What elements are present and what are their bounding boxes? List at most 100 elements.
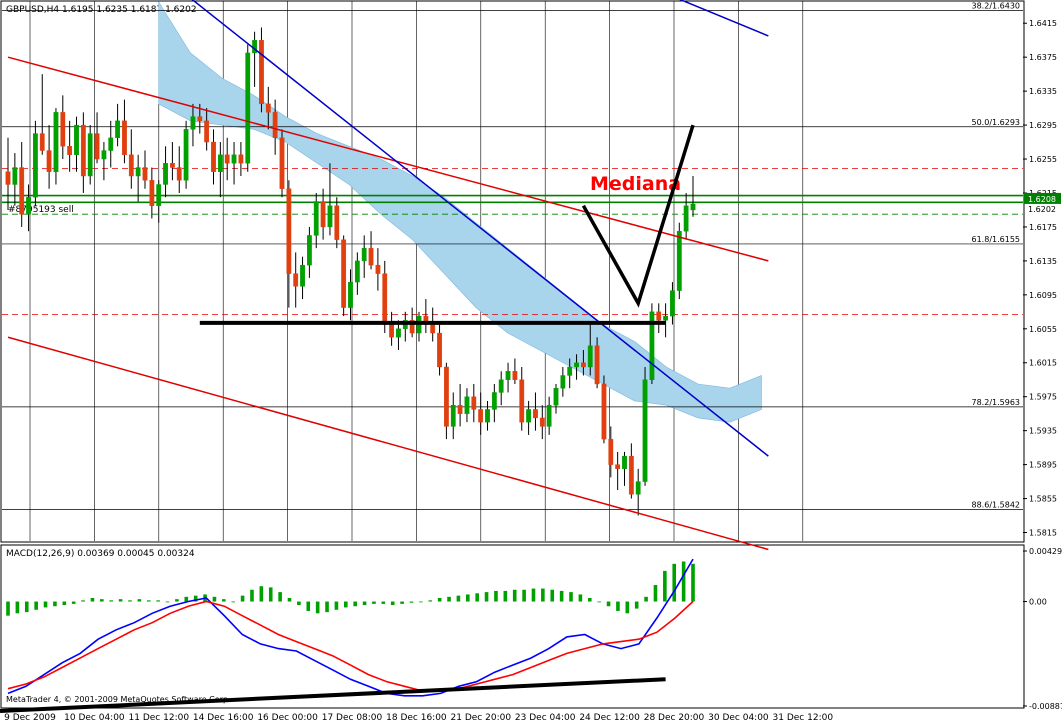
candle-body xyxy=(498,379,504,393)
macd-histogram-bar xyxy=(128,600,132,602)
macd-tick-label: 0.00429 xyxy=(1029,547,1062,556)
macd-histogram-bar xyxy=(175,599,179,602)
x-tick-label: 18 Dec 16:00 xyxy=(386,713,447,723)
chart-title: GBPUSD,H4 1.6195 1.6235 1.6187 1.6202 xyxy=(6,5,197,15)
macd-histogram-bar xyxy=(118,599,123,602)
macd-histogram-bar xyxy=(503,590,508,602)
candle-body xyxy=(334,205,340,240)
candle-body xyxy=(149,180,155,206)
macd-histogram-bar xyxy=(43,601,48,608)
candle-body xyxy=(307,235,312,266)
macd-histogram-bar xyxy=(287,597,292,602)
price-tick-label: 1.6335 xyxy=(1029,87,1057,96)
x-tick-label: 24 Dec 12:00 xyxy=(579,713,640,723)
price-tick-label: 1.5895 xyxy=(1029,461,1057,470)
macd-histogram-bar xyxy=(616,601,620,611)
macd-histogram-bar xyxy=(81,600,85,602)
macd-plot-frame xyxy=(0,544,1025,709)
macd-histogram-bar xyxy=(250,589,254,602)
price-tick-label: 1.6375 xyxy=(1029,53,1057,62)
candle-body xyxy=(444,366,449,427)
candle-body xyxy=(409,320,415,334)
candle-body xyxy=(635,481,641,495)
candle-body xyxy=(560,375,566,389)
macd-histogram-bar xyxy=(606,601,611,607)
x-tick-label: 9 Dec 2009 xyxy=(4,713,56,723)
candle-body xyxy=(5,171,11,185)
macd-histogram-bar xyxy=(71,601,76,604)
macd-histogram-bar xyxy=(212,596,217,602)
candle-body xyxy=(348,281,353,308)
macd-histogram-bar xyxy=(315,601,320,614)
macd-histogram-bar xyxy=(372,601,376,604)
candle-body xyxy=(430,324,436,334)
candle-body xyxy=(128,154,134,177)
candle-body xyxy=(450,404,456,427)
x-tick-label: 21 Dec 20:00 xyxy=(451,713,512,723)
candle-body xyxy=(313,201,319,236)
candle-body xyxy=(368,247,374,266)
candle-body xyxy=(478,409,484,423)
macd-tick-label: 0.00 xyxy=(1029,598,1047,607)
watermark: MetaTrader 4, © 2001-2009 MetaQuotes Sof… xyxy=(6,695,231,704)
red-channel-line xyxy=(7,56,769,262)
macd-histogram-bar xyxy=(137,599,142,602)
candle-body xyxy=(375,264,381,274)
macd-histogram-bar xyxy=(428,600,433,602)
candle-body xyxy=(217,154,223,172)
candle-body xyxy=(389,324,394,338)
macd-histogram-bar xyxy=(447,596,451,602)
candle-body xyxy=(471,396,477,410)
price-tick-label: 1.6175 xyxy=(1029,223,1057,232)
candle-body xyxy=(211,141,216,172)
candle-body xyxy=(46,150,52,172)
macd-histogram-bar xyxy=(90,597,95,602)
candle-body xyxy=(327,205,333,228)
candle-body xyxy=(491,392,497,410)
candle-body xyxy=(574,362,579,368)
fib-level-label: 38.2/1.6430 xyxy=(972,1,1021,10)
candle-body xyxy=(587,345,593,368)
candle-body xyxy=(26,197,31,215)
candle-body xyxy=(12,167,18,185)
macd-histogram-bar xyxy=(644,596,648,602)
macd-histogram-bar xyxy=(344,601,348,608)
candle-body xyxy=(594,345,600,385)
macd-histogram-bar xyxy=(362,601,367,606)
candle-body xyxy=(437,332,442,368)
macd-line xyxy=(7,558,694,697)
candle-body xyxy=(39,133,45,151)
macd-histogram-bar xyxy=(390,601,395,606)
price-tick-label: 1.5975 xyxy=(1029,393,1057,402)
candle-body xyxy=(108,137,114,151)
candle-body xyxy=(457,404,463,414)
candle-body xyxy=(190,116,196,130)
order-label: #8795193 sell xyxy=(8,205,74,215)
macd-histogram-bar xyxy=(268,587,273,602)
current-price-label: 1.6208 xyxy=(1028,195,1056,204)
macd-histogram-bar xyxy=(297,601,301,606)
macd-histogram-bar xyxy=(400,601,404,604)
price-tick-label: 1.5855 xyxy=(1029,495,1057,504)
price-tick-label: 1.5815 xyxy=(1029,529,1057,538)
candle-body xyxy=(163,163,168,185)
macd-histogram-bar xyxy=(578,594,583,602)
macd-histogram-bar xyxy=(653,585,658,602)
price-tick-label: 1.6255 xyxy=(1029,155,1057,164)
candle-body xyxy=(156,184,162,206)
macd-support-line xyxy=(0,677,666,714)
candle-body xyxy=(533,409,538,419)
macd-signal-line xyxy=(7,600,694,692)
candle-body xyxy=(567,366,573,376)
macd-histogram-bar xyxy=(531,588,536,602)
candle-body xyxy=(53,112,59,172)
macd-histogram-bar xyxy=(278,592,282,602)
candle-body xyxy=(74,124,79,155)
candle-body xyxy=(67,146,73,155)
current-price-box xyxy=(1024,192,1061,204)
candle-body xyxy=(546,404,552,427)
candle-body xyxy=(553,388,559,406)
macd-histogram-bar xyxy=(456,595,461,602)
macd-histogram-bar xyxy=(559,590,564,602)
